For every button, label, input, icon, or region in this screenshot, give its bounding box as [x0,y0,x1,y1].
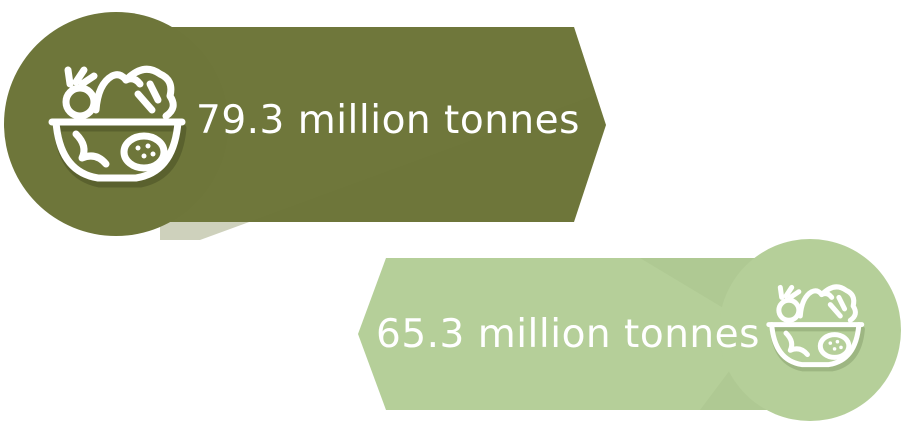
stat-1-banner [140,27,606,240]
salad-bowl-icon [48,65,187,188]
stat-1-value: 79.3 million tonnes [196,98,580,143]
salad-bowl-icon [766,284,865,372]
stat-2-value: 65.3 million tonnes [376,312,760,357]
